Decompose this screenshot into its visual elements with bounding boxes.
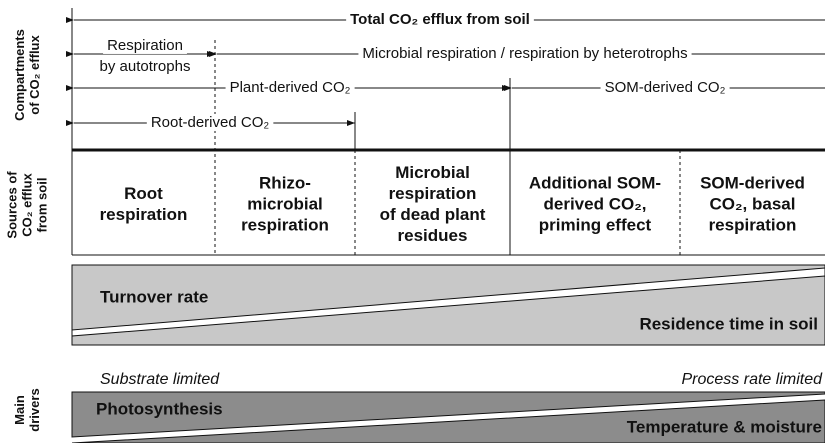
label-bg [346, 10, 534, 28]
source-label: Microbial [395, 163, 470, 182]
source-label: Rhizo- [259, 173, 311, 192]
source-label: Root [124, 184, 163, 203]
source-label: microbial [247, 194, 323, 213]
label-bg [358, 44, 692, 62]
source-label: respiration [100, 205, 188, 224]
label: Root-derived CO₂ [151, 114, 270, 131]
band-label: Temperature & moisture [627, 417, 822, 436]
band-label: Residence time in soil [639, 314, 818, 333]
label: Plant-derived CO₂ [230, 79, 351, 96]
label: by autotrophs [100, 58, 191, 75]
wedge [71, 264, 825, 331]
side-label: CO₂ efflux [19, 172, 34, 236]
source-label: respiration [241, 215, 329, 234]
source-label: of dead plant [380, 205, 486, 224]
label-bg [225, 78, 355, 96]
source-label: derived CO₂, [544, 194, 647, 213]
label: Microbial respiration / respiration by h… [362, 45, 687, 62]
note: Substrate limited [100, 371, 220, 388]
side-label: Sources of [4, 171, 19, 239]
source-label: residues [398, 226, 468, 245]
label: Respiration [107, 37, 183, 54]
source-label: priming effect [539, 215, 652, 234]
wedge [71, 391, 825, 438]
label-bg [103, 36, 187, 54]
label-bg [95, 57, 195, 75]
side-label: of CO₂ efflux [27, 35, 42, 115]
source-label: respiration [389, 184, 477, 203]
label: Total CO₂ efflux from soil [350, 11, 530, 28]
label: SOM-derived CO₂ [605, 79, 726, 96]
wedge [71, 275, 825, 346]
side-label: Compartments [12, 29, 27, 121]
label-bg [146, 113, 274, 131]
source-label: SOM-derived [700, 173, 805, 192]
wedge [71, 399, 825, 443]
source-label: Additional SOM- [529, 173, 661, 192]
source-label: respiration [709, 215, 797, 234]
side-label: Main [12, 395, 27, 425]
side-label: drivers [27, 388, 42, 431]
side-label: from soil [34, 178, 49, 233]
note: Process rate limited [682, 371, 824, 388]
band-label: Photosynthesis [96, 399, 223, 418]
band-label: Turnover rate [100, 287, 208, 306]
source-label: CO₂, basal [710, 194, 796, 213]
label-bg [600, 78, 730, 96]
